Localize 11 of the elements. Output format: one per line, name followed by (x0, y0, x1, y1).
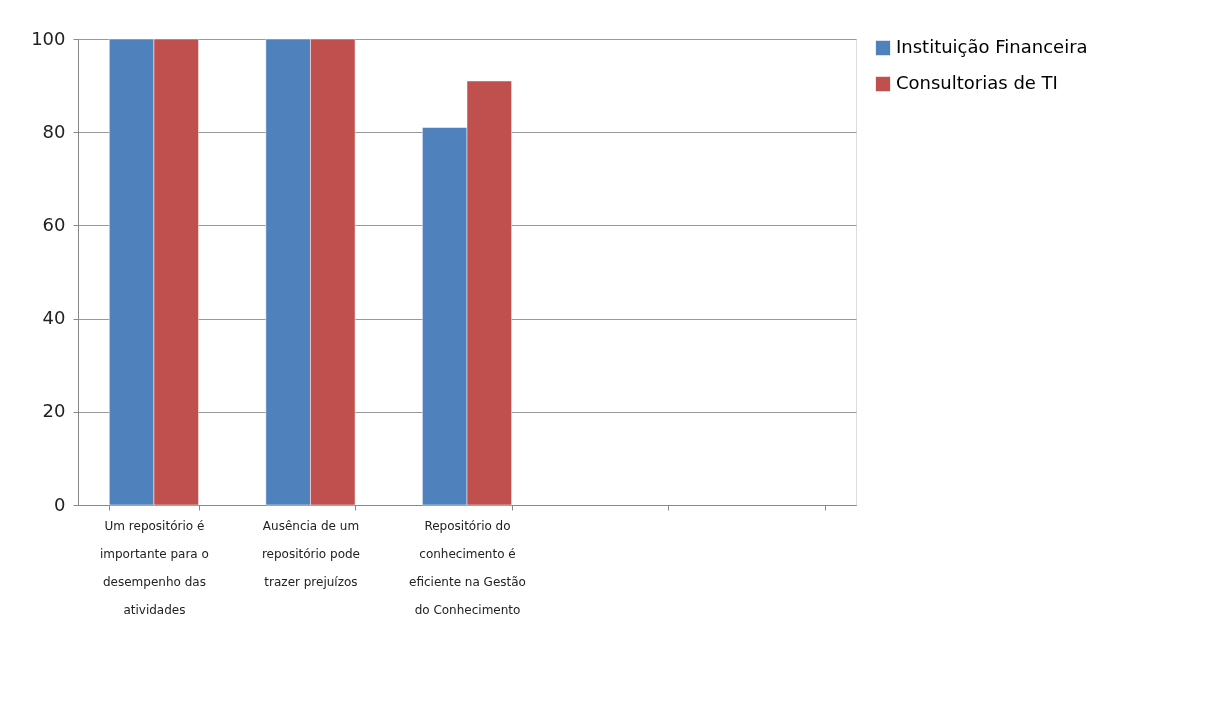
y-tick-label: 60 (42, 213, 66, 235)
x-tick-label: Repositório do conhecimento é eficiente na Gestão do Conhecimento (409, 518, 526, 617)
legend-label: Consultorias de TI (896, 72, 1058, 93)
y-tick-label: 20 (42, 400, 66, 422)
y-tick-label: 80 (42, 120, 66, 142)
x-tick-label: Ausência de um repositório pode trazer prejuízos (261, 518, 360, 589)
legend-label: Instituição Financeira (896, 36, 1088, 57)
y-tick-label: 100 (31, 27, 66, 49)
x-tick-label: Um repositório é importante para o desempenho das atividades (99, 518, 209, 617)
y-tick-label: 40 (42, 307, 66, 329)
y-tick-label: 0 (54, 493, 66, 515)
